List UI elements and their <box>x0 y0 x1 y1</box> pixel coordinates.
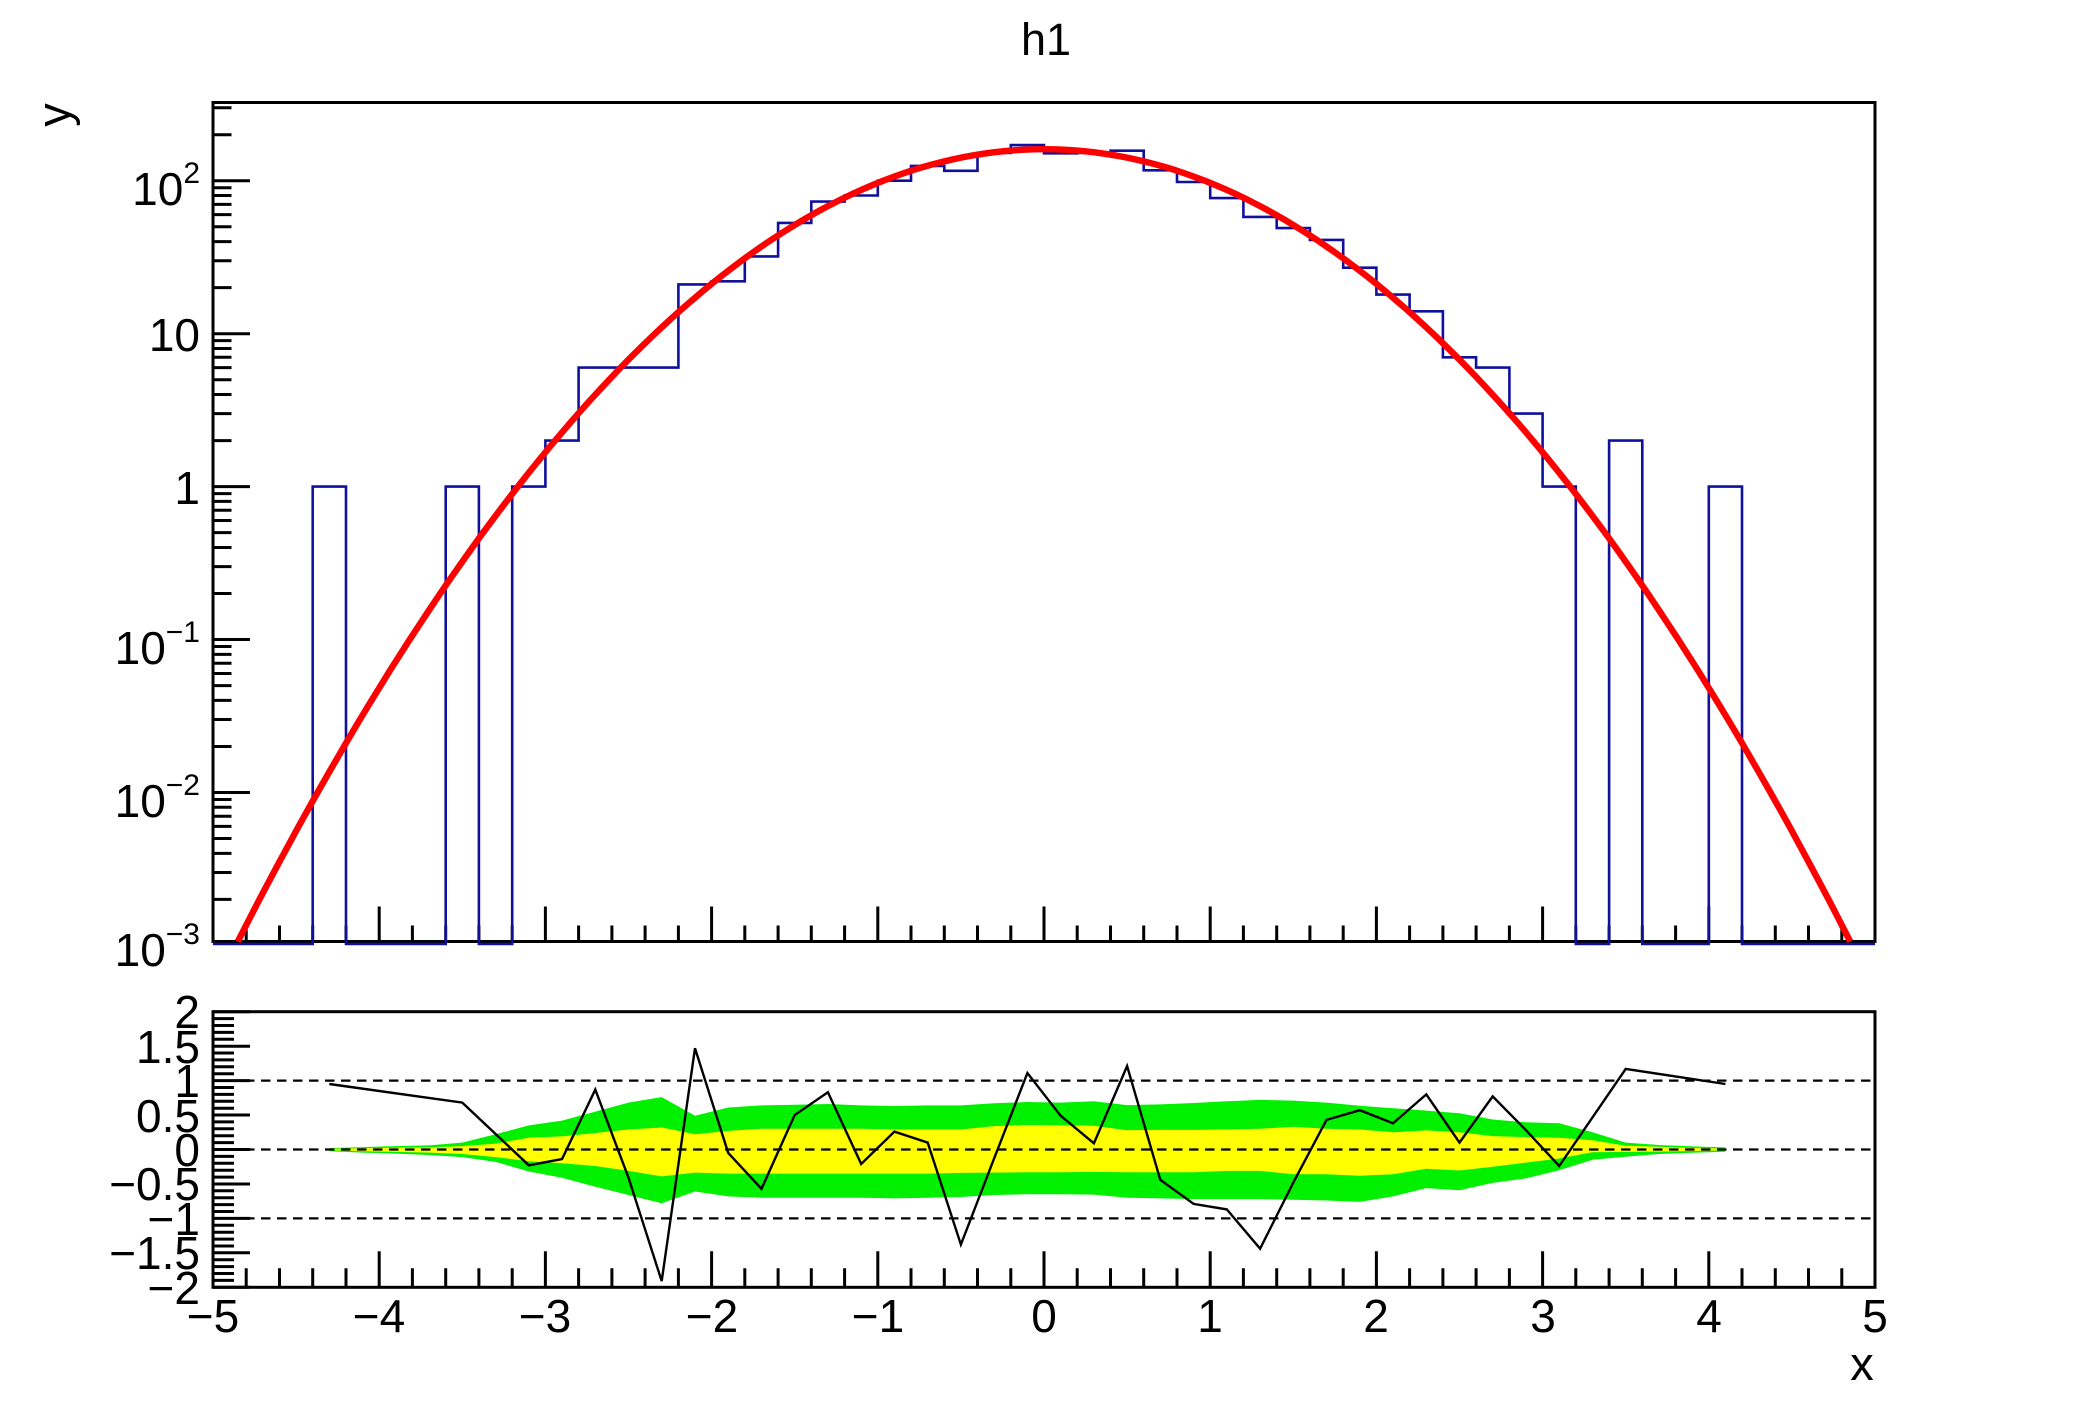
svg-text:−4: −4 <box>353 1290 405 1342</box>
svg-text:10: 10 <box>149 309 200 361</box>
svg-text:0: 0 <box>174 1124 200 1176</box>
svg-text:−1: −1 <box>852 1290 904 1342</box>
svg-text:−0.5: −0.5 <box>109 1158 200 1210</box>
svg-text:−2: −2 <box>148 1262 200 1314</box>
svg-text:1: 1 <box>1197 1290 1223 1342</box>
svg-text:h1: h1 <box>1021 14 1071 65</box>
svg-text:1.5: 1.5 <box>136 1021 200 1073</box>
svg-text:1: 1 <box>174 1055 200 1107</box>
svg-text:3: 3 <box>1530 1290 1556 1342</box>
svg-text:10−2: 10−2 <box>115 769 200 827</box>
svg-text:0: 0 <box>1031 1290 1057 1342</box>
svg-text:2: 2 <box>174 986 200 1038</box>
svg-text:−2: −2 <box>686 1290 738 1342</box>
svg-text:1: 1 <box>174 462 200 514</box>
svg-text:x: x <box>1850 1337 1874 1390</box>
svg-text:−1.5: −1.5 <box>109 1227 200 1279</box>
svg-text:−3: −3 <box>519 1290 571 1342</box>
svg-text:−5: −5 <box>187 1290 239 1342</box>
svg-text:2: 2 <box>1363 1290 1389 1342</box>
svg-text:y: y <box>27 103 80 127</box>
svg-text:−1: −1 <box>148 1193 200 1245</box>
svg-text:4: 4 <box>1696 1290 1722 1342</box>
svg-text:5: 5 <box>1862 1290 1888 1342</box>
svg-text:0.5: 0.5 <box>136 1090 200 1142</box>
